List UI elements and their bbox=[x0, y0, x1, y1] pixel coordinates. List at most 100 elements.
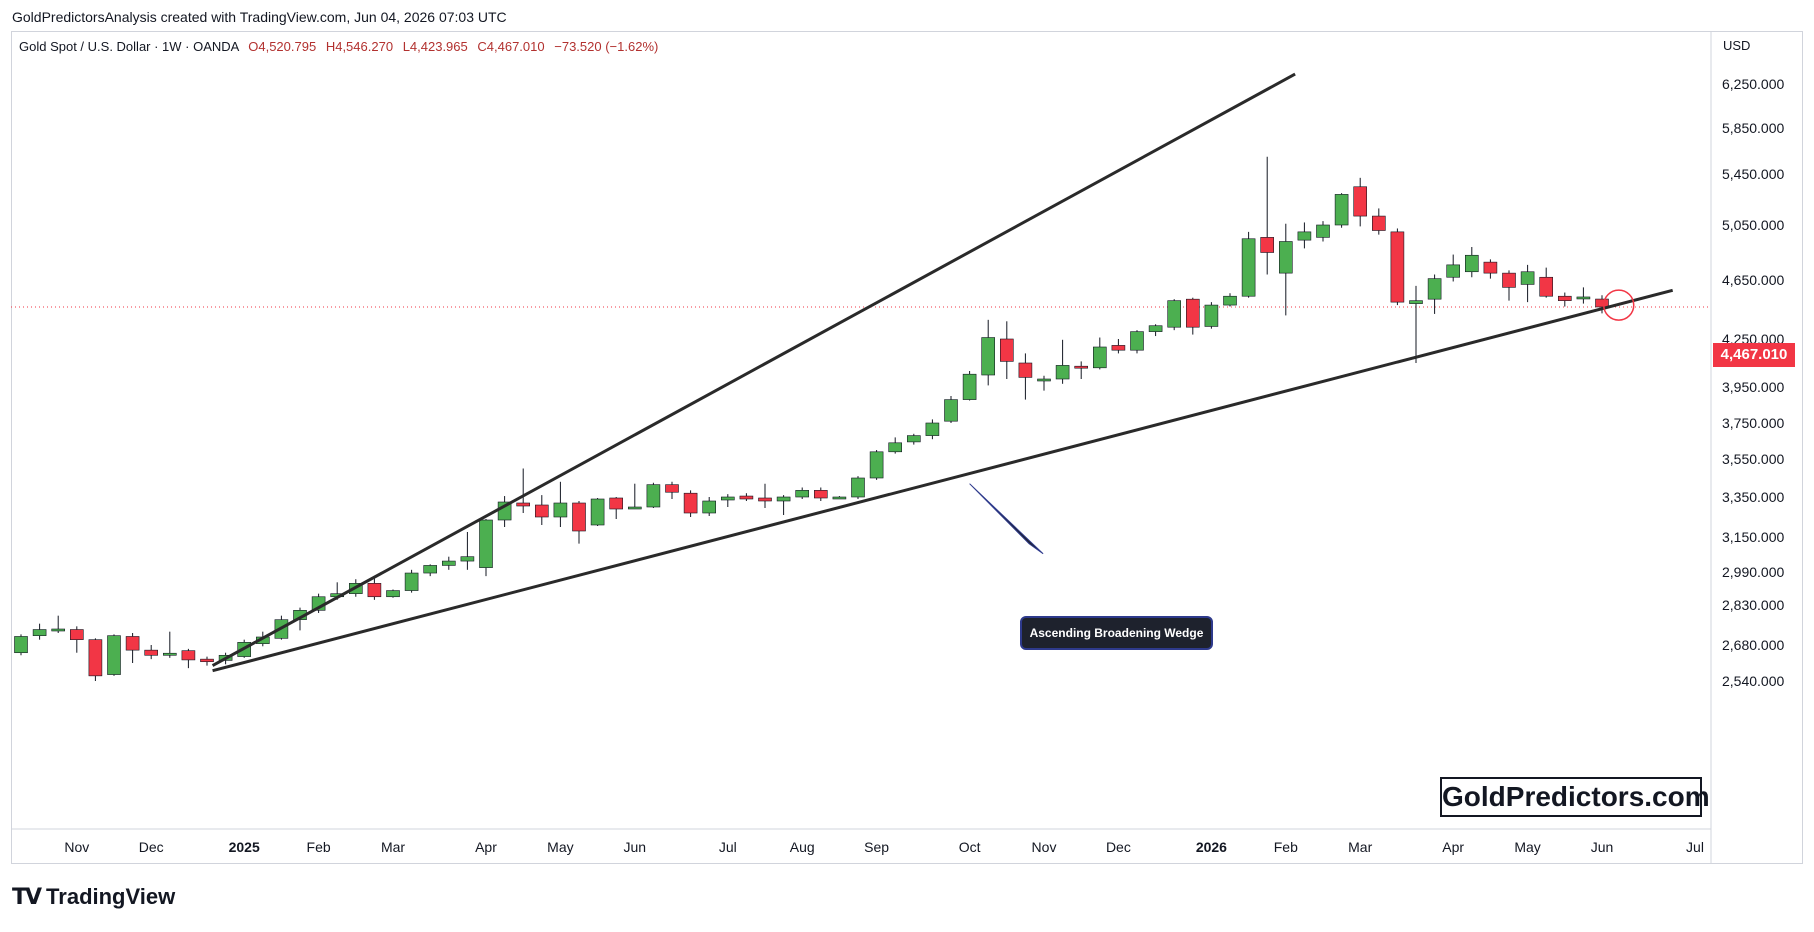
time-tick-label: Oct bbox=[959, 839, 981, 855]
candle-body bbox=[944, 399, 958, 422]
candle-body bbox=[702, 500, 717, 514]
time-tick-label: Apr bbox=[475, 839, 497, 855]
candle-body bbox=[609, 497, 624, 510]
candle-body bbox=[441, 560, 456, 566]
candle-body bbox=[479, 519, 493, 568]
candle-body bbox=[869, 451, 884, 479]
candle-body bbox=[888, 442, 903, 453]
annotation-pointer bbox=[969, 483, 1044, 555]
candle-body bbox=[832, 496, 847, 500]
price-tick-label: 6,250.000 bbox=[1722, 76, 1784, 92]
candle-body bbox=[646, 484, 661, 508]
candle-body bbox=[14, 636, 28, 654]
candle-body bbox=[1279, 241, 1293, 274]
time-tick-label: May bbox=[1514, 839, 1540, 855]
time-tick-label: Dec bbox=[139, 839, 164, 855]
candle-body bbox=[962, 373, 977, 400]
candle-body bbox=[70, 629, 84, 640]
price-tick-label: 5,050.000 bbox=[1722, 217, 1784, 233]
candle-body bbox=[1186, 298, 1200, 328]
candle-body bbox=[1372, 215, 1386, 231]
last-price-label: 4,467.010 bbox=[1713, 343, 1795, 367]
time-tick-label: Jul bbox=[1686, 839, 1704, 855]
chart-frame bbox=[11, 31, 1803, 864]
candle-body bbox=[1520, 271, 1535, 285]
candle-body bbox=[1204, 304, 1219, 327]
candle-body bbox=[1111, 345, 1126, 351]
candle-body bbox=[1093, 346, 1107, 369]
candle-body bbox=[423, 565, 438, 574]
candle-body bbox=[200, 658, 214, 663]
price-tick-label: 3,350.000 bbox=[1722, 489, 1784, 505]
candle-body bbox=[32, 629, 47, 636]
open-value: O4,520.795 bbox=[248, 39, 317, 54]
time-tick-label: Jul bbox=[719, 839, 737, 855]
candle-body bbox=[851, 477, 865, 498]
candle-body bbox=[107, 635, 121, 675]
candle-body bbox=[1241, 238, 1256, 297]
currency-selector[interactable]: USD bbox=[1723, 38, 1751, 53]
candle-body bbox=[981, 337, 996, 376]
low-value: L4,423.965 bbox=[402, 39, 468, 54]
candle-body bbox=[1223, 295, 1237, 306]
price-tick-label: 5,450.000 bbox=[1722, 166, 1784, 182]
high-value: H4,546.270 bbox=[325, 39, 394, 54]
symbol-description: Gold Spot / U.S. Dollar · 1W · OANDA bbox=[19, 39, 239, 54]
time-tick-label: Jun bbox=[624, 839, 647, 855]
candle-body bbox=[386, 590, 400, 598]
candle-body bbox=[1148, 325, 1163, 332]
upper-trendline bbox=[211, 72, 1296, 667]
candle-body bbox=[144, 649, 158, 656]
time-tick-label: Mar bbox=[1348, 839, 1372, 855]
candle-body bbox=[683, 492, 698, 514]
candle-body bbox=[999, 338, 1014, 362]
chart-credit: GoldPredictorsAnalysis created with Trad… bbox=[12, 9, 507, 25]
candle-body bbox=[88, 639, 103, 677]
candle-body bbox=[1465, 254, 1479, 273]
price-tick-label: 5,850.000 bbox=[1722, 120, 1784, 136]
time-tick-label: Nov bbox=[64, 839, 89, 855]
time-tick-label: Jun bbox=[1591, 839, 1614, 855]
candle-body bbox=[813, 490, 828, 499]
time-tick-label: May bbox=[547, 839, 573, 855]
candle-body bbox=[1055, 365, 1070, 380]
candle-body bbox=[181, 650, 196, 661]
candle-body bbox=[1260, 237, 1274, 253]
candle-body bbox=[1037, 378, 1051, 382]
time-tick-label: Feb bbox=[307, 839, 331, 855]
time-tick-label: Nov bbox=[1032, 839, 1057, 855]
price-tick-label: 3,950.000 bbox=[1722, 379, 1784, 395]
candle-body bbox=[1595, 298, 1609, 308]
tradingview-logo[interactable]: TV TradingView bbox=[12, 884, 175, 910]
candle-body bbox=[367, 583, 382, 598]
candle-body bbox=[590, 498, 605, 526]
symbol-legend[interactable]: Gold Spot / U.S. Dollar · 1W · OANDA O4,… bbox=[19, 39, 658, 54]
price-tick-label: 2,830.000 bbox=[1722, 597, 1784, 613]
candle-body bbox=[1167, 300, 1181, 328]
candle-body bbox=[1297, 231, 1312, 241]
candle-body bbox=[1018, 362, 1033, 378]
close-value: C4,467.010 bbox=[477, 39, 545, 54]
candle-body bbox=[404, 572, 419, 591]
time-tick-label: 2026 bbox=[1196, 839, 1227, 855]
price-tick-label: 2,680.000 bbox=[1722, 637, 1784, 653]
candle-body bbox=[720, 496, 735, 501]
candle-body bbox=[739, 495, 754, 500]
candle-body bbox=[1130, 331, 1144, 351]
price-tick-label: 3,550.000 bbox=[1722, 451, 1784, 467]
candle-body bbox=[516, 502, 531, 507]
candle-body bbox=[1558, 295, 1572, 301]
tradingview-wordmark: TradingView bbox=[46, 884, 176, 909]
wedge-annotation[interactable]: Ascending Broadening Wedge bbox=[1020, 616, 1213, 650]
candle-body bbox=[627, 506, 642, 510]
candle-body bbox=[1576, 296, 1591, 300]
time-tick-label: Apr bbox=[1442, 839, 1464, 855]
candle-body bbox=[51, 628, 66, 632]
candle-body bbox=[572, 502, 586, 532]
candle-body bbox=[125, 636, 140, 651]
time-tick-label: Dec bbox=[1106, 839, 1131, 855]
time-tick-label: 2025 bbox=[229, 839, 260, 855]
candle-body bbox=[1074, 365, 1088, 369]
candle-body bbox=[665, 484, 679, 493]
